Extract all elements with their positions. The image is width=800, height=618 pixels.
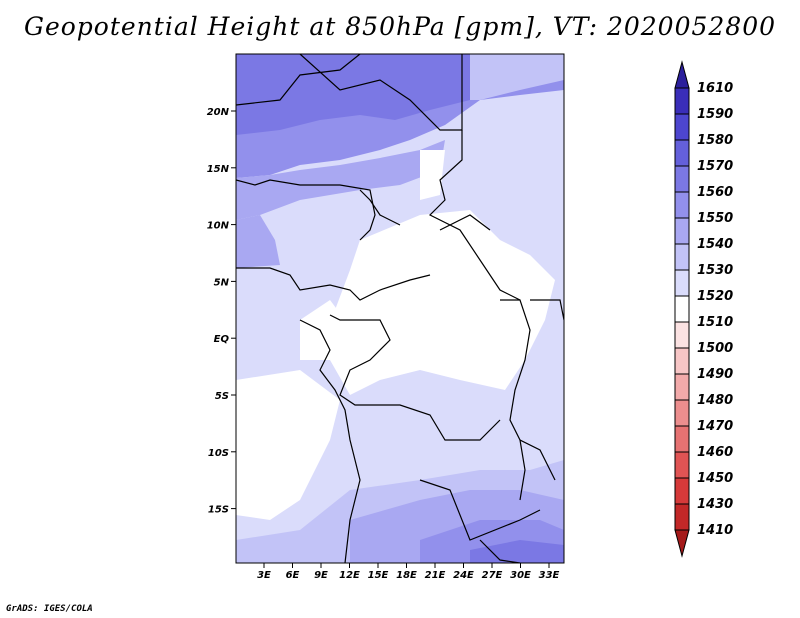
colorbar: 1410 1430 1450 1460 1470 1480 1490 1500 1510 1520… [674, 60, 733, 558]
map-frame [235, 53, 565, 564]
lon-tick-label: 9E [314, 570, 328, 581]
lon-tick-label: 6E [286, 570, 300, 581]
field-1520-north [420, 150, 445, 200]
lat-tick-label: 15S [208, 505, 229, 516]
lat-tick-label: 20N [207, 107, 230, 118]
colorbar-box [674, 165, 690, 193]
colorbar-box [674, 269, 690, 297]
latitude-axis: 20N 15N 10N 5N EQ 5S 10S 15S [207, 107, 236, 516]
colorbar-label: 1610 [697, 81, 733, 96]
colorbar-box [674, 295, 690, 323]
height-field [236, 54, 564, 563]
colorbar-box [674, 243, 690, 271]
colorbar-label: 1580 [697, 133, 733, 148]
colorbar-box [674, 373, 690, 401]
lon-tick-label: 33E [539, 570, 560, 581]
colorbar-label: 1540 [697, 237, 733, 252]
colorbar-label: 1460 [697, 445, 733, 460]
colorbar-box [674, 87, 690, 115]
colorbar-box [674, 191, 690, 219]
colorbar-box [674, 347, 690, 375]
colorbar-label: 1530 [697, 263, 733, 278]
colorbar-box [674, 399, 690, 427]
colorbar-label: 1470 [697, 419, 733, 434]
colorbar-label: 1570 [697, 159, 733, 174]
lat-tick-label: 5N [214, 277, 230, 288]
colorbar-label: 1510 [697, 315, 733, 330]
lon-tick-label: 27E [482, 570, 503, 581]
lon-tick-label: 21E [425, 570, 446, 581]
lat-tick-label: EQ [214, 334, 230, 345]
colorbar-label: 1490 [697, 367, 733, 382]
colorbar-label: 1590 [697, 107, 733, 122]
colorbar-box [674, 425, 690, 453]
field-1550 [236, 140, 445, 220]
colorbar-top-arrow [674, 60, 690, 89]
colorbar-label: 1500 [697, 341, 733, 356]
field-1540-ne [470, 54, 564, 100]
colorbar-label: 1520 [697, 289, 733, 304]
colorbar-box [674, 451, 690, 479]
lat-tick-label: 5S [215, 391, 229, 402]
colorbar-box [674, 139, 690, 167]
longitude-axis: 3E 6E 9E 12E 15E 18E 21E 24E 27E 30E 33E [257, 563, 560, 581]
chart-title: Geopotential Height at 850hPa [gpm], VT:… [23, 12, 777, 41]
colorbar-box [674, 113, 690, 141]
colorbar-label: 1560 [697, 185, 733, 200]
lat-tick-label: 15N [207, 164, 230, 175]
colorbar-box [674, 503, 690, 531]
field-1520-coast [300, 300, 345, 360]
lon-tick-label: 24E [453, 570, 474, 581]
colorbar-label: 1450 [697, 471, 733, 486]
field-1570-south [470, 540, 564, 563]
lon-tick-label: 15E [368, 570, 389, 581]
coastlines-borders [236, 54, 564, 563]
lon-tick-label: 30E [510, 570, 531, 581]
colorbar-label: 1480 [697, 393, 733, 408]
colorbar-label: 1410 [697, 523, 733, 538]
lon-tick-label: 18E [396, 570, 417, 581]
field-1550-west [236, 215, 280, 268]
credit-text: GrADS: IGES/COLA [6, 604, 93, 614]
colorbar-box [674, 477, 690, 505]
colorbar-bottom-arrow [674, 529, 690, 558]
field-1520-center [330, 210, 555, 395]
lat-tick-label: 10N [207, 221, 230, 232]
field-1520-sw [236, 370, 340, 520]
lat-tick-label: 10S [208, 448, 229, 459]
field-1570 [236, 54, 470, 135]
lon-tick-label: 12E [339, 570, 360, 581]
lon-tick-label: 3E [257, 570, 271, 581]
colorbar-box [674, 321, 690, 349]
colorbar-label: 1430 [697, 497, 733, 512]
colorbar-box [674, 217, 690, 245]
colorbar-label: 1550 [697, 211, 733, 226]
